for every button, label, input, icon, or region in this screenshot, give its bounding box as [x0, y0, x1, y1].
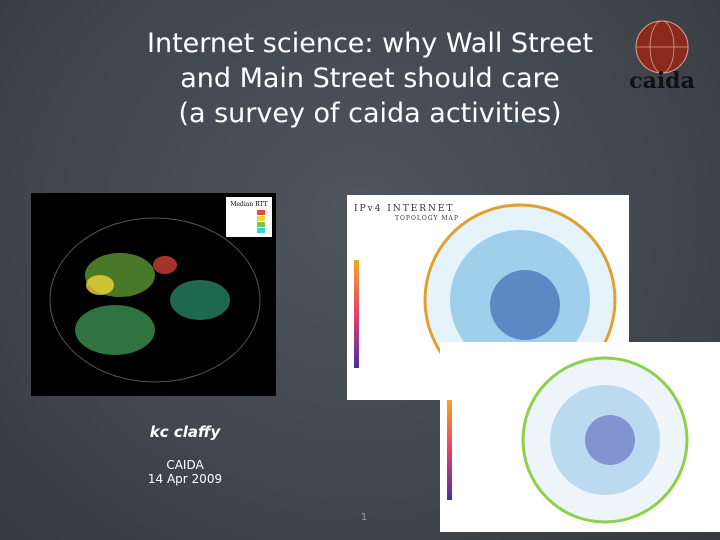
title-line: (a survey of caida activities)	[178, 98, 562, 129]
date: 14 Apr 2009	[147, 472, 223, 486]
color-scale	[354, 260, 359, 368]
legend-swatch	[257, 222, 265, 227]
rtt-map-ring	[49, 217, 261, 383]
rtt-map-cluster	[170, 280, 230, 320]
slide-title: Internet science: why Wall Street and Ma…	[100, 26, 640, 131]
topology-map-2-image	[440, 342, 720, 532]
rtt-map-legend-title: Median RTT	[230, 201, 267, 208]
title-line: and Main Street should care	[180, 63, 560, 94]
page-number: 1	[360, 512, 368, 523]
rtt-map-cluster	[75, 305, 155, 355]
affiliation: CAIDA	[166, 458, 204, 472]
author-info: CAIDA 14 Apr 2009	[85, 458, 285, 486]
topology-map-title: IPv4 INTERNET	[354, 204, 455, 214]
logo: caida	[629, 20, 695, 94]
rtt-map-image: Median RTT	[31, 193, 276, 396]
legend-swatch	[257, 210, 265, 215]
author: kc claffy	[149, 423, 221, 441]
legend-swatch	[257, 228, 265, 233]
rtt-map-cluster	[153, 256, 177, 274]
topology-core	[490, 270, 560, 340]
logo-text: caida	[629, 68, 695, 94]
topology-core	[585, 415, 635, 465]
rtt-map-cluster	[86, 275, 114, 295]
topology-map-subtitle: TOPOLOGY MAP	[395, 215, 459, 222]
legend-swatch	[257, 216, 265, 221]
color-scale	[447, 400, 452, 500]
title-line: Internet science: why Wall Street	[147, 28, 593, 59]
